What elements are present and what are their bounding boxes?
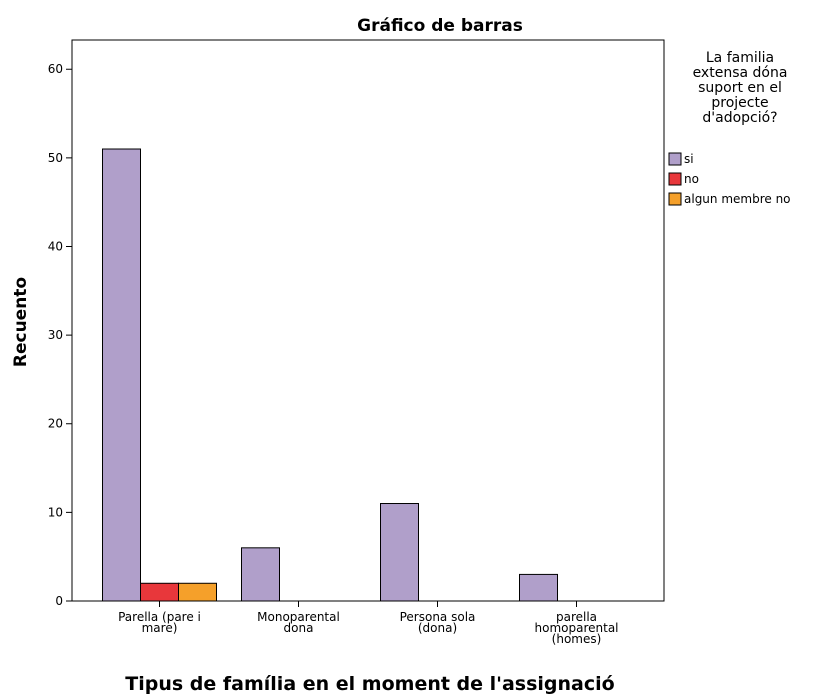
x-axis-title: Tipus de família en el moment de l'assig… [125, 673, 614, 695]
x-tick-label: parella homoparental (homes) [535, 610, 619, 646]
bar [178, 582, 217, 602]
legend-swatch [668, 192, 682, 206]
y-tick-label: 30 [48, 328, 63, 342]
legend-swatch [668, 172, 682, 186]
legend-swatch [668, 152, 682, 166]
bar [102, 148, 141, 602]
bar [380, 503, 419, 602]
y-tick-label: 40 [48, 239, 63, 253]
x-tick-label: Persona sola (dona) [400, 610, 476, 635]
y-tick-label: 0 [55, 594, 63, 608]
legend-label: no [684, 172, 699, 186]
chart-title: Gráfico de barras [357, 16, 523, 36]
plot-frame [71, 39, 665, 602]
y-tick-label: 60 [48, 62, 63, 76]
y-tick-label: 10 [48, 505, 63, 519]
bar [519, 573, 558, 602]
legend-label: algun membre no [684, 192, 791, 206]
bar [140, 582, 179, 602]
y-axis-title: Recuento [11, 277, 31, 367]
legend-label: si [684, 152, 694, 166]
bar [241, 547, 280, 602]
y-tick-label: 20 [48, 417, 63, 431]
legend-title: La familia extensa dóna suport en el projec… [693, 50, 788, 126]
y-tick-label: 50 [48, 151, 63, 165]
x-tick-label: Parella (pare i mare) [118, 610, 201, 635]
x-tick-label: Monoparental dona [257, 610, 340, 635]
